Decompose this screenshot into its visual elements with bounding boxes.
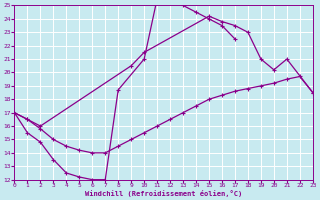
X-axis label: Windchill (Refroidissement éolien,°C): Windchill (Refroidissement éolien,°C) [85, 190, 242, 197]
